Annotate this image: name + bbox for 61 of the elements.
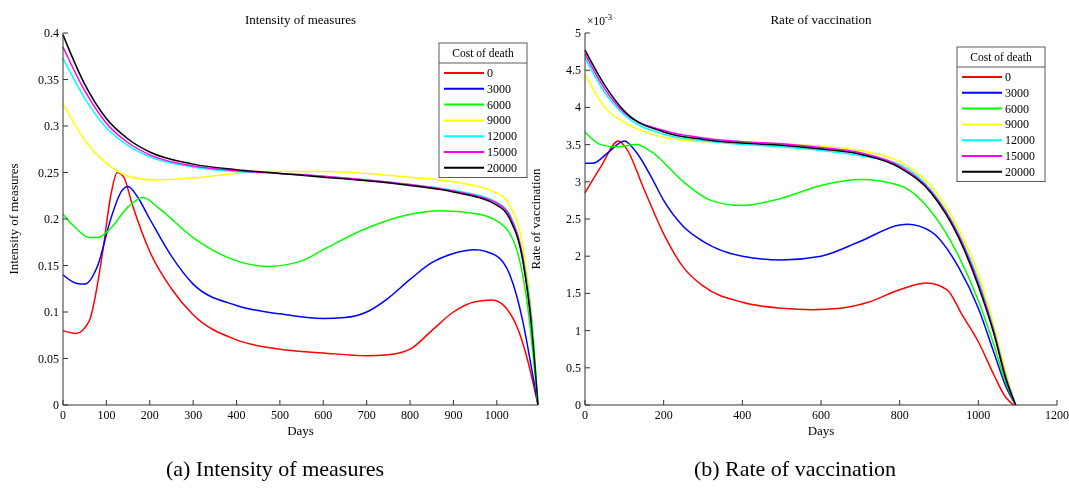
x-tick-label: 400 [733,408,752,422]
y-tick-label: 0.2 [44,212,59,226]
y-tick-label: 0.05 [38,351,59,366]
legend-label: 20000 [1005,164,1035,179]
legend-label: 9000 [1005,117,1029,132]
legend-title: Cost of death [452,47,514,59]
legend-label: 15000 [487,145,517,159]
text: (b) Rate of vaccination [693,456,897,481]
x-tick-label: 500 [270,408,289,422]
y-tick-label: 3 [575,174,581,189]
y-tick-label: 3.5 [566,137,581,152]
legend-label: 9000 [487,113,511,128]
x-tick-label: 1000 [966,408,991,422]
y-tick-label: 4 [575,100,581,115]
x-tick-label: 900 [444,408,463,422]
y-tick-label: 1 [575,323,581,338]
legend-label: 3000 [1005,85,1029,100]
y-tick-label: 0.25 [38,165,59,180]
legend-title: Cost of death [970,51,1032,63]
y-tick-label: 0.5 [566,360,581,375]
x-tick-label: 200 [654,408,673,422]
y-tick-label: 5 [575,26,581,40]
y-tick-label: 0 [575,398,581,412]
y-tick-label: 0.4 [44,26,59,40]
x-tick-label: 600 [314,408,333,422]
y-tick-label: 2 [575,249,581,264]
x-tick-label: 800 [890,408,909,422]
legend-label: 6000 [1005,101,1029,116]
chart-title: Rate of vaccination [770,12,873,27]
legend-label: 0 [1005,70,1011,84]
x-tick-label: 1000 [484,408,509,422]
text: ×10$^{-3}$ [587,12,613,27]
x-axis-title: Days [807,423,835,438]
x-tick-label: 300 [184,408,203,422]
y-tick-label: 0 [53,398,59,412]
x-axis-title: Days [287,423,314,438]
y-axis-title: Intensity of measures [6,163,21,275]
x-tick-label: 400 [227,408,246,422]
x-tick-label: 600 [812,408,830,422]
legend-label: 20000 [487,160,517,175]
x-tick-label: 1200 [1045,408,1069,422]
y-axis-title: Rate of vaccination [528,167,543,270]
chart-title: Intensity of measures [244,12,357,27]
x-tick-label: 200 [140,408,159,422]
legend-label: 6000 [487,97,511,112]
y-tick-label: 0.1 [44,305,59,319]
legend-label: 3000 [487,81,511,96]
text: (a) Intensity of measures [165,456,385,481]
legend-label: 15000 [1005,149,1035,163]
legend-label: 12000 [1005,133,1035,148]
y-tick-label: 1.5 [566,286,581,301]
legend-label: 12000 [487,129,517,144]
y-tick-label: 0.15 [38,258,59,273]
x-tick-label: 800 [401,408,420,422]
y-tick-label: 0.3 [44,119,59,133]
y-tick-label: 4.5 [566,63,581,78]
x-tick-label: 100 [97,408,116,422]
x-tick-label: 700 [357,408,376,422]
y-tick-label: 0.35 [38,72,59,87]
y-tick-label: 2.5 [566,212,581,226]
legend-label: 0 [487,66,493,80]
